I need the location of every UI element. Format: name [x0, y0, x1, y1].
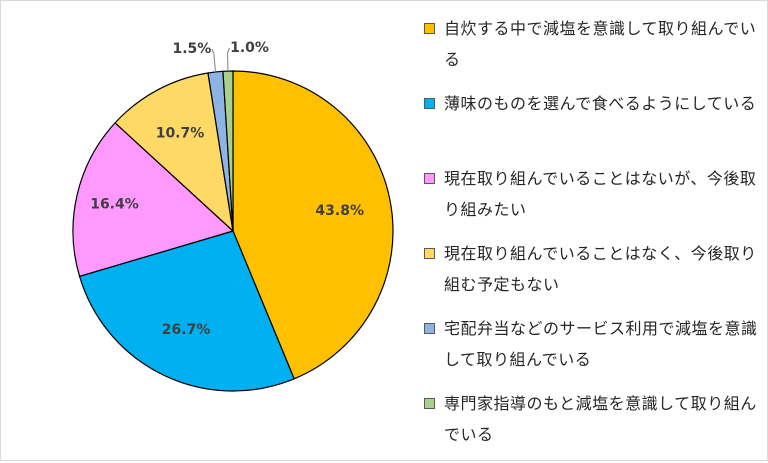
legend-label: 現在取り組んでいることはないが、今後取り組みたい	[444, 169, 757, 219]
pie-slice	[232, 70, 394, 380]
data-label: 1.0%	[230, 40, 269, 56]
legend-label: 自炊する中で減塩を意識して取り組んでいる	[444, 19, 757, 69]
legend-label: 専門家指導のもと減塩を意識して取り組んでいる	[444, 394, 757, 444]
legend-item: 自炊する中で減塩を意識して取り組んでいる	[422, 13, 762, 88]
data-label: 10.7%	[156, 125, 205, 141]
leader-lines	[211, 47, 230, 73]
leader-line	[211, 48, 216, 73]
legend-label: 現在取り組んでいることはなく、今後取り組む予定もない	[444, 244, 757, 294]
legend-label: 薄味のものを選んで食べるようにしている	[444, 94, 757, 113]
pie-slices	[72, 70, 394, 392]
legend-swatch	[424, 173, 435, 184]
legend-swatch	[424, 23, 435, 34]
legend-swatch	[424, 398, 435, 409]
data-labels: 43.8% 26.7% 16.4% 10.7% 1.5% 1.0%	[90, 40, 364, 338]
pie-slice	[72, 122, 235, 278]
legend-swatch	[424, 98, 435, 109]
pie-slice	[114, 72, 234, 233]
legend-item: 宅配弁当などのサービス利用で減塩を意識して取り組んでいる	[422, 313, 762, 388]
data-label: 1.5%	[172, 41, 211, 57]
leader-line	[226, 47, 230, 72]
data-label: 16.4%	[90, 197, 139, 213]
legend-swatch	[424, 323, 435, 334]
data-label: 43.8%	[315, 203, 364, 219]
legend-item: 現在取り組んでいることはなく、今後取り組む予定もない	[422, 238, 762, 313]
legend-swatch	[424, 248, 435, 259]
legend-item: 現在取り組んでいることはないが、今後取り組みたい	[422, 163, 762, 238]
legend-label: 宅配弁当などのサービス利用で減塩を意識して取り組んでいる	[444, 319, 758, 369]
pie-chart: 43.8% 26.7% 16.4% 10.7% 1.5% 1.0%	[72, 40, 394, 392]
data-label: 26.7%	[162, 322, 211, 338]
legend: 自炊する中で減塩を意識して取り組んでいる薄味のものを選んで食べるようにしている現…	[422, 13, 762, 463]
pie-slice	[78, 230, 295, 392]
legend-item: 薄味のものを選んで食べるようにしている	[422, 88, 762, 163]
legend-item: 専門家指導のもと減塩を意識して取り組んでいる	[422, 388, 762, 463]
